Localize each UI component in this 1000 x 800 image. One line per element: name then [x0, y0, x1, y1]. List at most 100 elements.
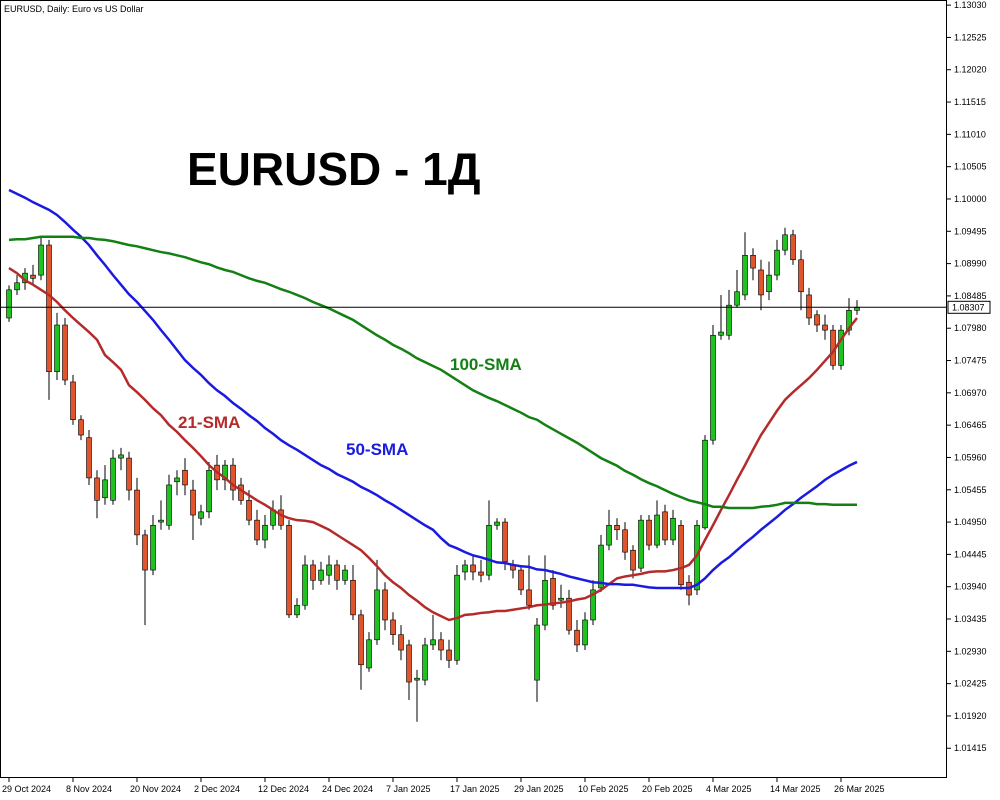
- candle-body: [614, 524, 620, 531]
- candle-body: [622, 529, 628, 553]
- candle-body: [814, 314, 820, 326]
- candle-body: [478, 571, 484, 576]
- candle-body: [142, 534, 148, 571]
- y-tick-label: 1.02425: [954, 679, 987, 689]
- sma-line: [8, 188, 858, 590]
- y-tick-label: 1.08990: [954, 259, 987, 269]
- candle-body: [230, 464, 236, 491]
- candle-body: [702, 439, 708, 529]
- candle-body: [806, 294, 812, 319]
- candle-body: [46, 244, 52, 373]
- candle-body: [206, 469, 212, 513]
- candle-body: [470, 564, 476, 573]
- y-tick-label: 1.10000: [954, 194, 987, 204]
- candle-body: [558, 597, 564, 601]
- x-tick-label: 24 Dec 2024: [322, 784, 373, 794]
- candle-body: [406, 644, 412, 683]
- candle-body: [382, 589, 388, 621]
- candle-body: [430, 639, 436, 646]
- candle-body: [438, 639, 444, 651]
- y-tick-label: 1.03435: [954, 614, 987, 624]
- y-tick-label: 1.12020: [954, 65, 987, 75]
- price-label: 1.08307: [952, 302, 985, 312]
- x-tick-label: 12 Dec 2024: [258, 784, 309, 794]
- candle-body: [390, 619, 396, 635]
- candle-body: [822, 324, 828, 331]
- candle-body: [518, 569, 524, 591]
- candle-body: [38, 244, 44, 276]
- price-label-box: [947, 300, 991, 314]
- candle-body: [134, 489, 140, 536]
- candle-body: [174, 477, 180, 483]
- candle-body: [78, 419, 84, 436]
- y-tick-label: 1.03940: [954, 582, 987, 592]
- candle-body: [198, 511, 204, 519]
- candle-body: [854, 307, 860, 311]
- candle-body: [414, 677, 420, 681]
- y-tick-label: 1.04950: [954, 517, 987, 527]
- candle-body: [774, 249, 780, 276]
- candle-body: [302, 564, 308, 606]
- candle-body: [246, 500, 252, 521]
- candle-body: [254, 519, 260, 541]
- x-tick-label: 29 Oct 2024: [2, 784, 51, 794]
- candle-body: [446, 649, 452, 661]
- y-tick-label: 1.08485: [954, 291, 987, 301]
- candle-body: [150, 524, 156, 571]
- candle-body: [286, 524, 292, 616]
- candle-body: [638, 519, 644, 569]
- candle-body: [318, 569, 324, 581]
- x-tick-label: 14 Mar 2025: [770, 784, 821, 794]
- candle-body: [798, 259, 804, 293]
- candle-body: [158, 519, 164, 523]
- sma-line: [8, 235, 857, 510]
- candle-body: [726, 304, 732, 336]
- heading: EURUSD - 1Д: [187, 143, 480, 195]
- candle-body: [54, 324, 60, 373]
- candle-body: [30, 274, 36, 279]
- y-tick-label: 1.07980: [954, 323, 987, 333]
- candle-body: [110, 457, 116, 501]
- candle-body: [118, 454, 124, 459]
- candle-body: [86, 437, 92, 479]
- x-tick-label: 20 Feb 2025: [642, 784, 693, 794]
- candle-body: [838, 329, 844, 366]
- candle-body: [358, 614, 364, 666]
- candle-body: [646, 519, 652, 546]
- candle-body: [222, 464, 228, 481]
- candle-body: [398, 634, 404, 651]
- x-tick-label: 17 Jan 2025: [450, 784, 500, 794]
- candle-body: [190, 489, 196, 516]
- candle-body: [534, 624, 540, 681]
- candle-body: [574, 629, 580, 646]
- candle-body: [462, 564, 468, 573]
- y-tick-label: 1.02930: [954, 646, 987, 656]
- candle-body: [422, 644, 428, 681]
- y-tick-label: 1.07475: [954, 356, 987, 366]
- y-tick-label: 1.09495: [954, 226, 987, 236]
- candle-body: [342, 569, 348, 581]
- candle-body: [542, 580, 548, 626]
- x-tick-label: 20 Nov 2024: [130, 784, 181, 794]
- candle-body: [366, 639, 372, 669]
- sma-label: 50-SMA: [346, 440, 408, 459]
- y-tick-label: 1.05960: [954, 452, 987, 462]
- candle-body: [94, 477, 100, 501]
- candle-body: [334, 564, 340, 581]
- candle-body: [182, 469, 188, 486]
- y-tick-label: 1.01415: [954, 743, 987, 753]
- candle-body: [326, 564, 332, 576]
- candle-body: [262, 524, 268, 541]
- candle-body: [166, 484, 172, 526]
- sma-line: [8, 267, 858, 622]
- y-tick-label: 1.01920: [954, 711, 987, 721]
- sma-label: 21-SMA: [178, 413, 240, 432]
- candle-body: [670, 517, 676, 541]
- candle-body: [678, 524, 684, 586]
- candle-body: [310, 564, 316, 581]
- candle-body: [550, 578, 556, 606]
- x-tick-label: 29 Jan 2025: [514, 784, 564, 794]
- candle-body: [630, 549, 636, 571]
